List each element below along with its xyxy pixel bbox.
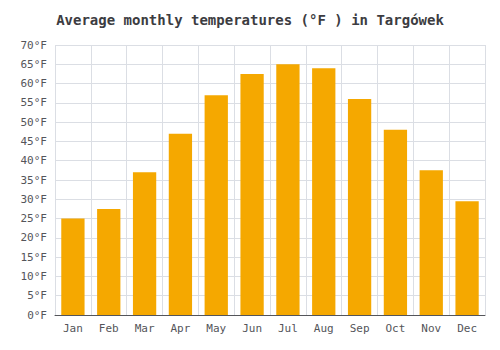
svg-text:35°F: 35°F bbox=[21, 174, 48, 187]
svg-text:Aug: Aug bbox=[314, 322, 334, 335]
svg-text:70°F: 70°F bbox=[21, 39, 48, 52]
svg-text:Dec: Dec bbox=[457, 322, 477, 335]
svg-text:5°F: 5°F bbox=[27, 289, 47, 302]
svg-text:Feb: Feb bbox=[99, 322, 119, 335]
svg-text:Mar: Mar bbox=[135, 322, 155, 335]
svg-text:Nov: Nov bbox=[421, 322, 441, 335]
svg-text:20°F: 20°F bbox=[21, 231, 48, 244]
svg-text:50°F: 50°F bbox=[21, 116, 48, 129]
svg-text:Average monthly temperatures (: Average monthly temperatures (°F ) in Ta… bbox=[56, 12, 444, 28]
svg-text:Jun: Jun bbox=[242, 322, 262, 335]
svg-text:Oct: Oct bbox=[385, 322, 405, 335]
svg-text:55°F: 55°F bbox=[21, 96, 48, 109]
svg-text:15°F: 15°F bbox=[21, 251, 48, 264]
svg-text:65°F: 65°F bbox=[21, 58, 48, 71]
svg-text:Jan: Jan bbox=[63, 322, 83, 335]
svg-text:45°F: 45°F bbox=[21, 135, 48, 148]
svg-text:40°F: 40°F bbox=[21, 154, 48, 167]
svg-text:Jul: Jul bbox=[278, 322, 298, 335]
svg-text:30°F: 30°F bbox=[21, 193, 48, 206]
svg-text:May: May bbox=[206, 322, 226, 335]
svg-text:60°F: 60°F bbox=[21, 77, 48, 90]
svg-text:Apr: Apr bbox=[170, 322, 190, 335]
svg-text:10°F: 10°F bbox=[21, 270, 48, 283]
svg-text:Sep: Sep bbox=[350, 322, 370, 335]
svg-text:25°F: 25°F bbox=[21, 212, 48, 225]
svg-text:0°F: 0°F bbox=[27, 309, 47, 322]
